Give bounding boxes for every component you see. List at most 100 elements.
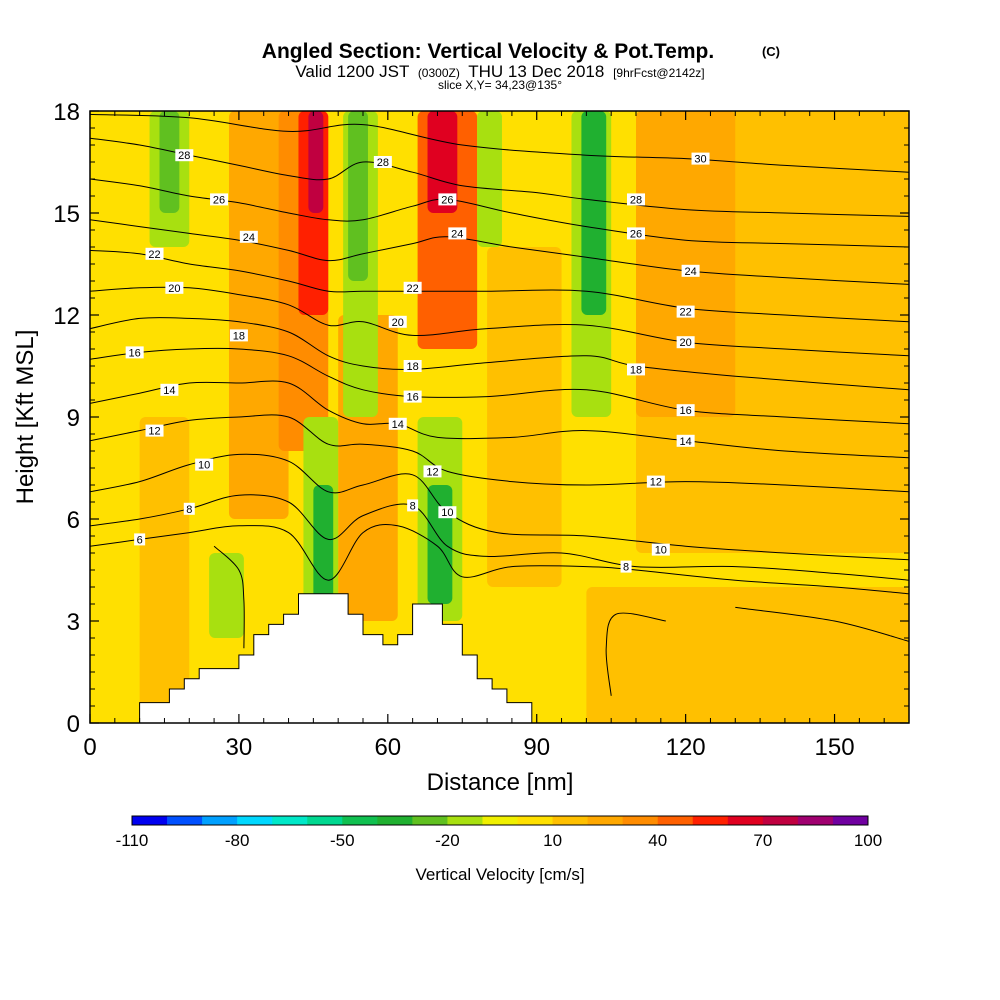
x-tick-label: 150 [815,734,855,761]
colorbar-swatch [762,816,799,825]
isentrope-label: 28 [178,150,190,162]
velocity-region [313,485,334,604]
colorbar-swatch [482,816,519,825]
chart-title: Angled Section: Vertical Velocity & Pot.… [262,40,714,63]
isentrope-label: 22 [407,283,419,295]
isentrope-label: 16 [407,392,419,404]
subtitle-zulu: (0300Z) [418,66,460,80]
isentrope-closed [735,606,909,642]
colorbar-swatch [552,816,589,825]
colorbar-swatch [202,816,238,825]
colorbar-tick-label: -80 [225,831,250,850]
isentrope-6 [90,524,909,595]
isentrope-label: 26 [213,194,225,206]
isentrope-label-bg [165,281,184,294]
isentrope-label-bg [403,281,422,294]
isentrope-label: 24 [243,232,255,244]
velocity-region [427,485,453,604]
velocity-region [308,111,324,213]
isentrope-label-bg [145,247,164,260]
isentrope-label-bg [448,227,467,240]
colorbar-tick-label: -110 [116,831,149,850]
isentrope-label-bg [676,434,695,447]
isentrope-label-bg [681,264,700,277]
colorbar-swatch [622,816,659,825]
isentrope-label: 14 [392,419,404,431]
isentrope-20 [90,286,909,357]
isentrope-label: 18 [233,330,245,342]
x-tick-label: 0 [83,734,96,761]
isentrope-label: 28 [630,194,642,206]
isentrope-8 [90,494,909,581]
velocity-region [477,111,502,247]
colorbar-swatch [692,816,729,825]
y-tick-label: 0 [67,711,80,738]
isentrope-label: 26 [630,228,642,240]
x-axis: 0 30 60 90 120 150 [83,111,885,761]
isentrope-label-bg [676,305,695,318]
isentrope-label: 10 [198,460,210,472]
isentrope-label: 22 [680,307,692,319]
colorbar-swatch [832,816,869,825]
isentrope-label-bg [691,152,710,165]
plot-area: 6 8 8 8 10 10 10 12 12 12 14 14 14 16 16 16 18 18 18 20 20 20… [90,111,909,723]
velocity-region [487,247,562,587]
y-tick-label: 9 [67,405,80,432]
colorbar-swatch [797,816,834,825]
isentrope-label: 14 [163,385,175,397]
isentrope-22 [90,249,909,323]
isentrope-label-bg [646,475,665,488]
velocity-region [636,111,736,417]
y-tick-label: 15 [53,201,80,228]
isentrope-label-bg [145,424,164,437]
colorbar-swatch [657,816,694,825]
isentrope-label-bg [627,193,645,206]
isentrope-label-bg [620,560,632,573]
isentrope-label-bg [229,329,248,342]
colorbar-swatch [447,816,483,825]
colorbar-swatch [307,816,343,825]
isentrope-label-bg [676,336,695,349]
colorbar-swatch [237,816,273,825]
isentrope-label-bg [373,156,392,168]
colorbar-swatch [412,816,448,825]
colorbar-swatch [132,816,168,825]
isentrope-label: 30 [694,154,706,166]
subtitle-forecast: [9hrFcst@2142z] [613,66,705,80]
colorbar-tick-label: 10 [543,831,562,850]
isentrope-label: 8 [186,504,192,516]
isentrope-label: 18 [630,364,642,376]
isentrope-label-bg [676,404,695,417]
isentrope-closed [605,612,666,696]
subtitle-date: THU 13 Dec 2018 [468,62,604,81]
isentrope-label-bg [407,499,419,512]
colorbar-label: Vertical Velocity [cm/s] [415,865,584,884]
isentrope-label: 14 [680,436,692,448]
colorbar-swatch [727,816,764,825]
isentrope-label-bg [210,193,229,206]
y-tick-label: 3 [67,609,80,636]
isentrope-24 [90,219,909,285]
colorbar-swatch [517,816,554,825]
isentrope-label: 20 [392,317,404,329]
isentrope-label: 22 [148,249,160,261]
isentrope-label: 24 [451,228,463,240]
isentrope-label-bg [423,465,442,478]
isentrope-label: 12 [650,477,662,489]
colorbar-swatch [587,816,624,825]
isentrope-label: 20 [680,337,692,349]
colorbar-tick-label: 70 [753,831,772,850]
velocity-region [159,111,180,213]
colorbar: -110 -80 -50 -20 10 40 70 100 [116,815,882,850]
isentrope-label-bg [627,227,645,240]
isentrope-label: 12 [148,426,160,438]
colorbar-swatch [167,816,203,825]
x-tick-label: 60 [374,734,401,761]
velocity-region [586,587,909,723]
colorbar-tick-label: 100 [854,831,882,850]
y-tick-label: 12 [53,303,80,330]
isentrope-label-bg [125,346,144,359]
colorbar-tick-label: -50 [330,831,355,850]
isentrope-label: 24 [684,266,696,278]
